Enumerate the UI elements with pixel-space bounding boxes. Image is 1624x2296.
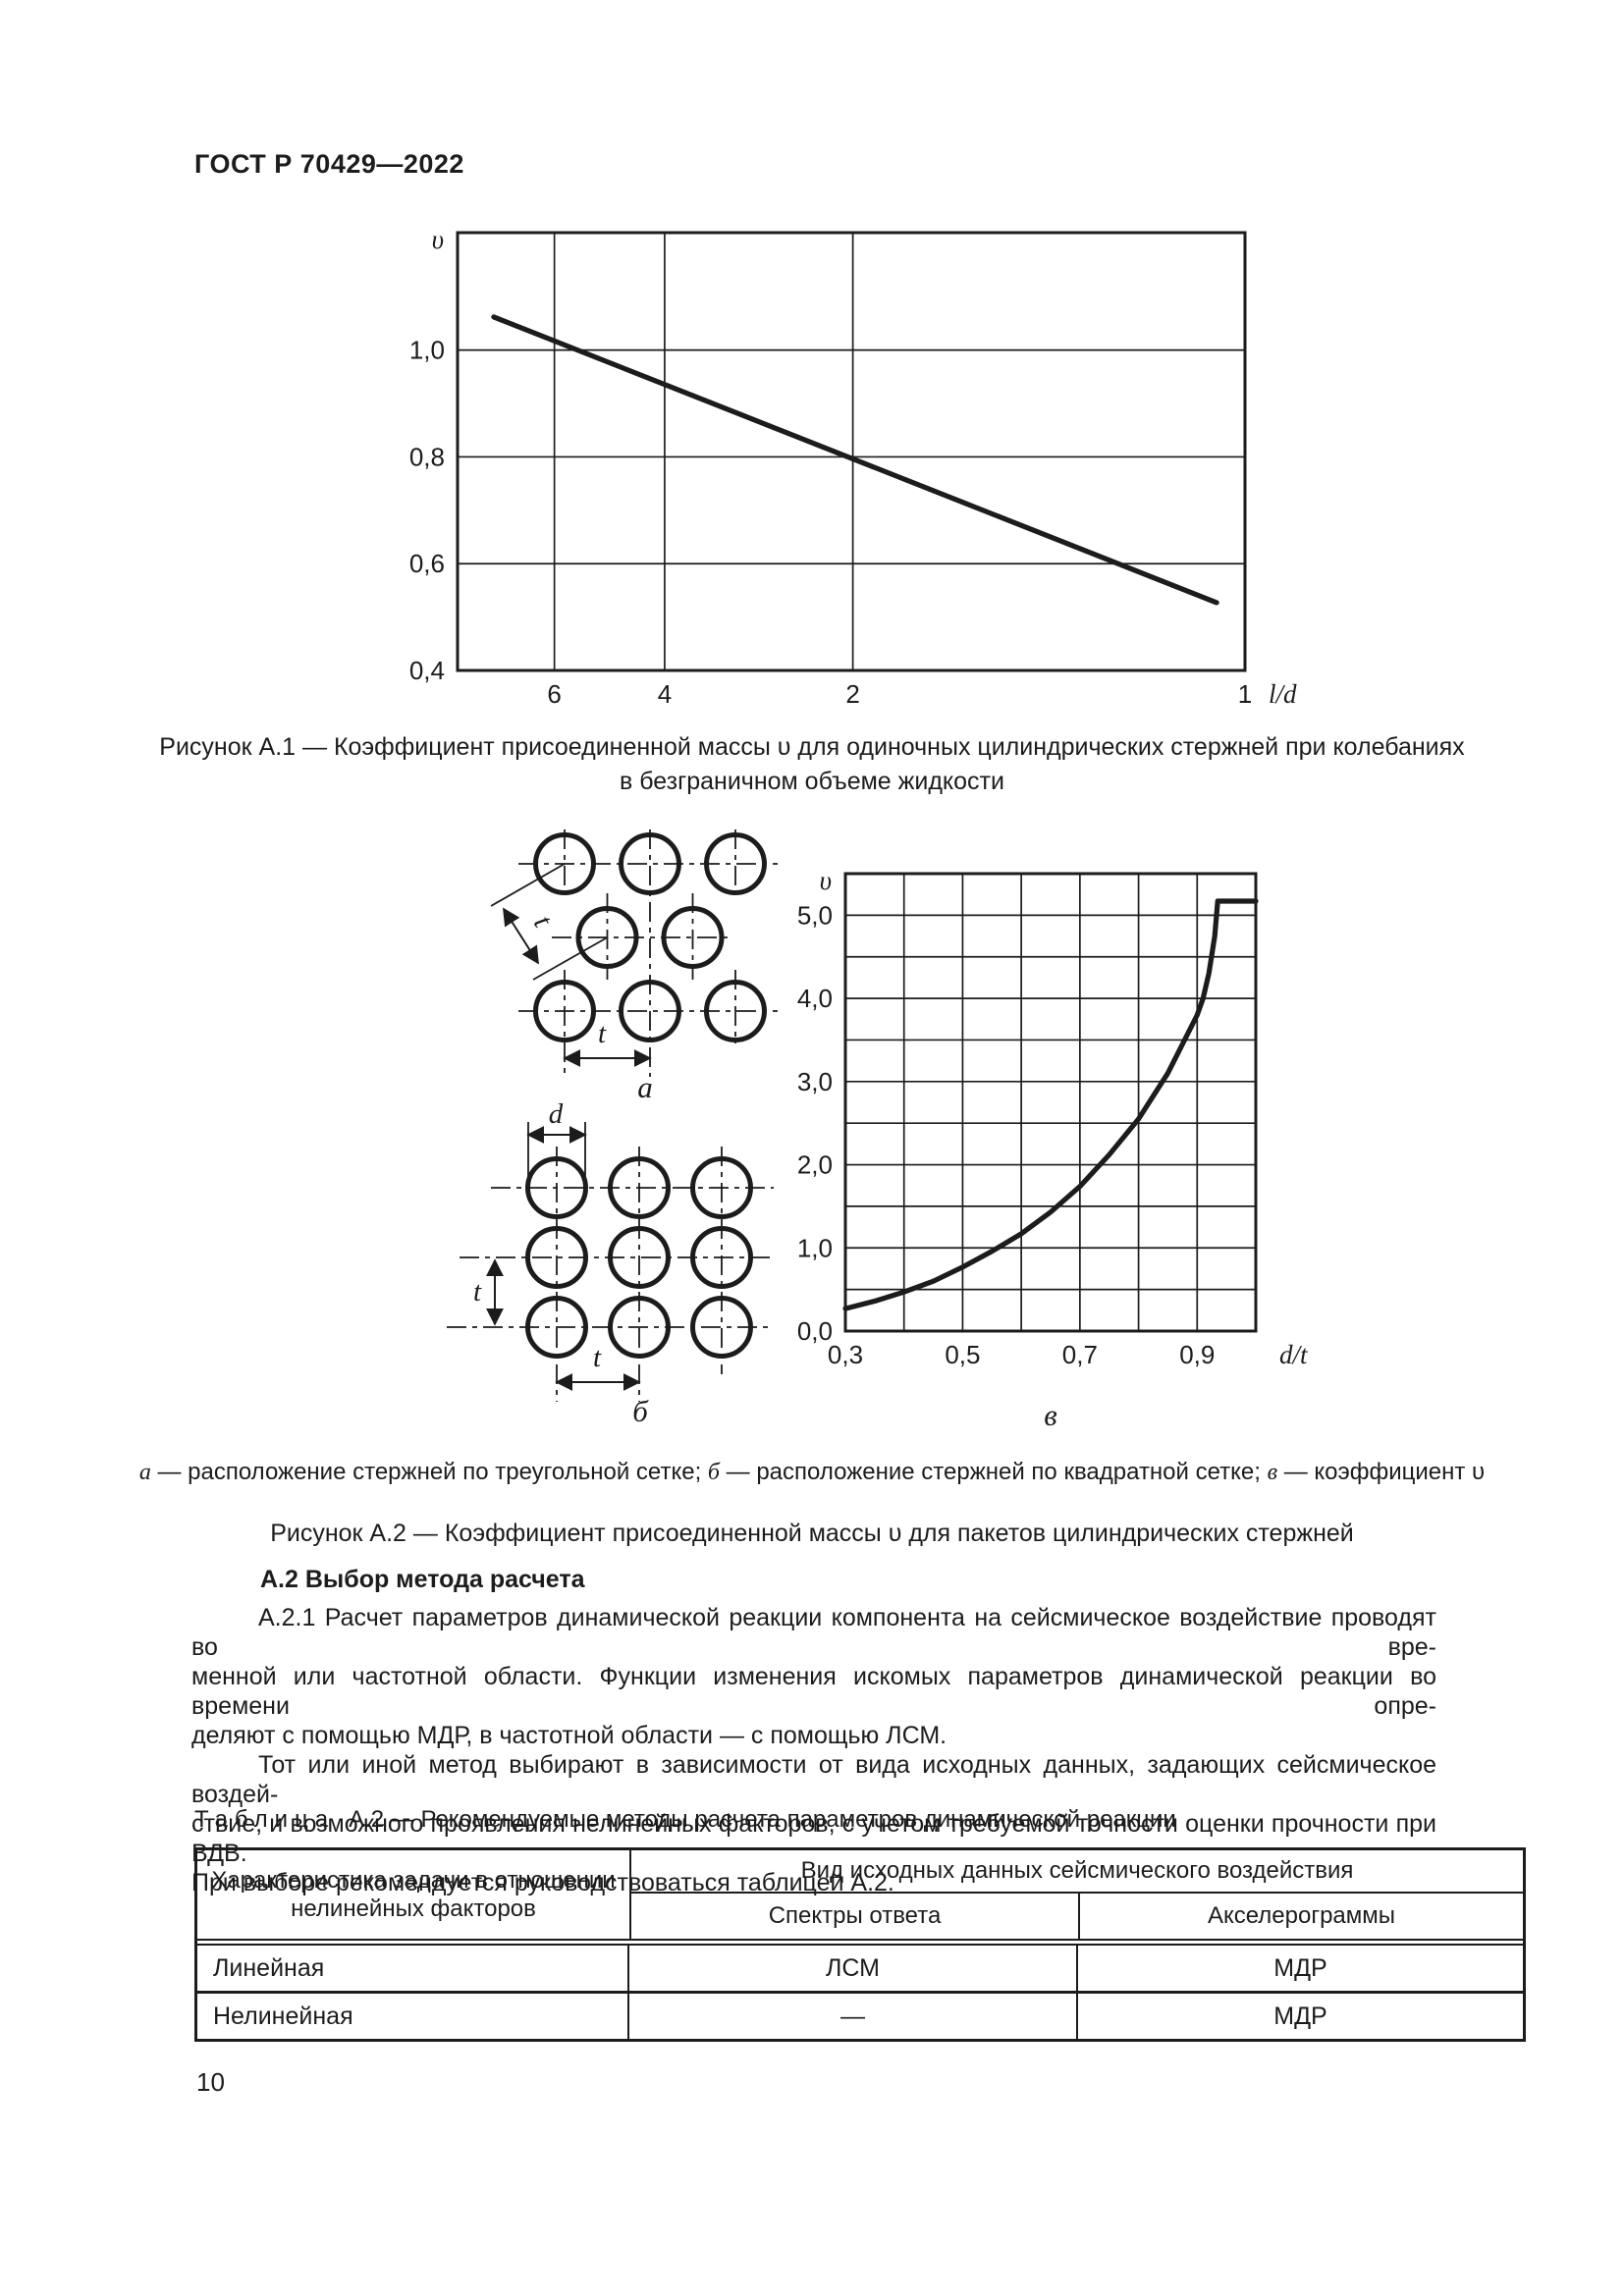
svg-text:4: 4 bbox=[658, 679, 672, 709]
paragraph-line: Тот или иной метод выбирают в зависимост… bbox=[191, 1751, 1436, 1808]
svg-text:2,0: 2,0 bbox=[797, 1150, 833, 1180]
svg-text:0,5: 0,5 bbox=[945, 1340, 980, 1369]
svg-text:4,0: 4,0 bbox=[797, 984, 833, 1013]
svg-text:t: t bbox=[593, 1342, 602, 1373]
figure-a1-caption: Рисунок А.1 — Коэффициент присоединенной… bbox=[98, 730, 1526, 799]
figure-a2-key-part: а bbox=[138, 1460, 151, 1485]
svg-text:2: 2 bbox=[845, 679, 859, 709]
svg-text:в: в bbox=[1044, 1398, 1056, 1432]
paragraph-line: А.2.1 Расчет параметров динамической реа… bbox=[191, 1604, 1436, 1661]
table-header-right: Вид исходных данных сейсмического воздей… bbox=[631, 1850, 1523, 1939]
svg-text:1: 1 bbox=[1238, 679, 1252, 709]
figure-a2-key-part: б bbox=[707, 1460, 720, 1485]
svg-text:0,3: 0,3 bbox=[828, 1340, 863, 1369]
svg-text:3,0: 3,0 bbox=[797, 1067, 833, 1096]
table-caption: Таблица А.2 — Рекомендуемые методы расчет… bbox=[194, 1806, 1530, 1834]
figure-a1-caption-line1: Рисунок А.1 — Коэффициент присоединенной… bbox=[159, 733, 1465, 761]
table-header-span: Вид исходных данных сейсмического воздей… bbox=[631, 1850, 1523, 1894]
table-cell: МДР bbox=[1273, 2002, 1327, 2030]
table-caption-text: А.2 — Рекомендуемые методы расчета парам… bbox=[349, 1806, 1176, 1833]
table-row: Линейная ЛСМ МДР bbox=[197, 1946, 1523, 1991]
svg-text:0,8: 0,8 bbox=[409, 442, 445, 471]
svg-text:0,6: 0,6 bbox=[409, 549, 445, 578]
table-caption-word: Таблица bbox=[194, 1806, 336, 1833]
svg-text:6: 6 bbox=[547, 679, 561, 709]
svg-text:t: t bbox=[473, 1276, 482, 1308]
table-header-separator bbox=[197, 1939, 1523, 1946]
standard-number-header: ГОСТ Р 70429—2022 bbox=[194, 149, 464, 179]
figure-a2-key-part: в bbox=[1267, 1460, 1278, 1485]
page-number: 10 bbox=[196, 2067, 225, 2097]
table-header-col1: Характеристика задачи в отношении нелине… bbox=[197, 1850, 631, 1939]
body-text: А.2.1 Расчет параметров динамической реа… bbox=[191, 1603, 1436, 1897]
svg-text:0,7: 0,7 bbox=[1062, 1340, 1098, 1369]
svg-text:0,9: 0,9 bbox=[1179, 1340, 1215, 1369]
figure-a2-caption: Рисунок А.2 — Коэффициент присоединенной… bbox=[270, 1520, 1354, 1547]
svg-text:0,0: 0,0 bbox=[797, 1316, 833, 1346]
svg-text:б: б bbox=[632, 1394, 649, 1428]
table-subheader-accel: Акселерограммы bbox=[1207, 1902, 1396, 1929]
table-cell: Линейная bbox=[197, 1946, 629, 1991]
table-cell: Нелинейная bbox=[197, 1994, 629, 2039]
table-subheader-spectra: Спектры ответа bbox=[631, 1894, 1080, 1939]
table-header-col1-line2: нелинейных факторов bbox=[291, 1896, 536, 1922]
paragraph-line: ствие, и возможного проявления нелинейны… bbox=[191, 1810, 1436, 1867]
svg-text:l/d: l/d bbox=[1269, 679, 1297, 709]
table-cell: МДР bbox=[1273, 1953, 1327, 1982]
svg-text:1,0: 1,0 bbox=[797, 1233, 833, 1262]
figure-a2-key: а — расположение стержней по треугольной… bbox=[98, 1459, 1526, 1486]
svg-text:t: t bbox=[598, 1018, 607, 1049]
table-cell: ЛСМ bbox=[629, 1946, 1078, 1991]
table-header-col1-line1: Характеристика задачи в отношении bbox=[211, 1867, 616, 1894]
svg-text:υ: υ bbox=[432, 225, 444, 254]
figure-a2-key-part: — расположение стержней по квадратной се… bbox=[720, 1459, 1268, 1485]
paragraph-line: менной или частотной области. Функции из… bbox=[191, 1663, 1436, 1720]
svg-text:d/t: d/t bbox=[1279, 1340, 1309, 1369]
svg-text:1,0: 1,0 bbox=[409, 336, 445, 365]
figure-a2-key-part: — коэффициент υ bbox=[1277, 1459, 1486, 1485]
svg-text:а: а bbox=[637, 1070, 653, 1104]
figure-a1-chart: 6 4 2 1 1,0 0,8 0,6 0,4 l/d υ bbox=[409, 225, 1297, 709]
svg-text:υ: υ bbox=[820, 866, 832, 895]
table-row: Нелинейная — МДР bbox=[197, 1991, 1523, 2039]
svg-text:5,0: 5,0 bbox=[797, 900, 833, 930]
table-cell: — bbox=[629, 1994, 1078, 2039]
svg-text:0,4: 0,4 bbox=[409, 656, 445, 685]
svg-text:d: d bbox=[549, 1098, 564, 1130]
svg-text:t: t bbox=[527, 910, 559, 934]
table-a2: Характеристика задачи в отношении нелине… bbox=[194, 1847, 1526, 2042]
paragraph-line: деляют с помощью МДР, в частотной област… bbox=[191, 1722, 947, 1749]
figure-a1-caption-line2: в безграничном объеме жидкости bbox=[620, 768, 1004, 795]
table-header-row: Характеристика задачи в отношении нелине… bbox=[197, 1850, 1523, 1939]
table-subheader-row: Спектры ответа Акселерограммы bbox=[631, 1894, 1523, 1939]
section-heading: А.2 Выбор метода расчета bbox=[260, 1566, 585, 1593]
figure-a2-key-part: — расположение стержней по треугольной с… bbox=[150, 1459, 708, 1485]
